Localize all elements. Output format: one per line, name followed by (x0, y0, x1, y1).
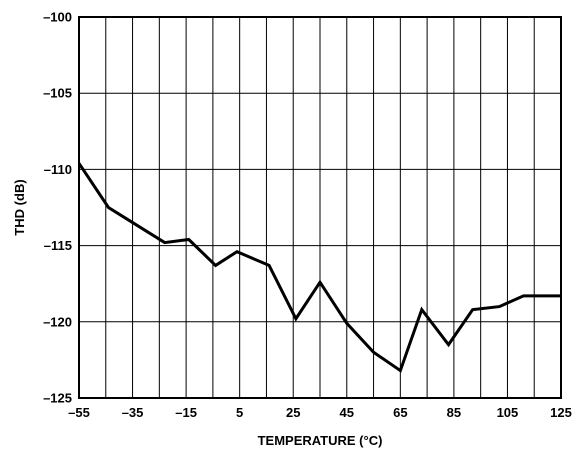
x-tick-label: 85 (447, 405, 461, 420)
grid (79, 17, 561, 398)
y-axis-title: THD (dB) (12, 179, 27, 235)
y-axis-tick-labels: –100 –105 –110 –115 –120 –125 (43, 10, 72, 406)
x-tick-label: 65 (393, 405, 407, 420)
x-tick-label: 105 (497, 405, 519, 420)
y-tick-label: –110 (44, 162, 72, 177)
x-axis-tick-labels: –55 –35 –15 5 25 45 65 85 105 125 (68, 405, 572, 420)
y-tick-label: –120 (43, 314, 72, 329)
y-tick-label: –125 (43, 391, 72, 406)
x-tick-label: 5 (236, 405, 243, 420)
y-tick-label: –105 (43, 86, 72, 101)
plot-frame (78, 16, 562, 399)
thd-series-line (77, 162, 561, 373)
y-tick-label: –100 (43, 10, 72, 25)
x-tick-label: 45 (340, 405, 354, 420)
x-tick-label: –35 (122, 405, 144, 420)
x-tick-label: –15 (175, 405, 197, 420)
y-tick-label: –115 (44, 238, 72, 253)
x-axis-title: TEMPERATURE (°C) (258, 433, 383, 448)
x-tick-label: –55 (68, 405, 90, 420)
series-layer (77, 162, 561, 373)
x-tick-label: 125 (550, 405, 572, 420)
x-tick-label: 25 (286, 405, 300, 420)
